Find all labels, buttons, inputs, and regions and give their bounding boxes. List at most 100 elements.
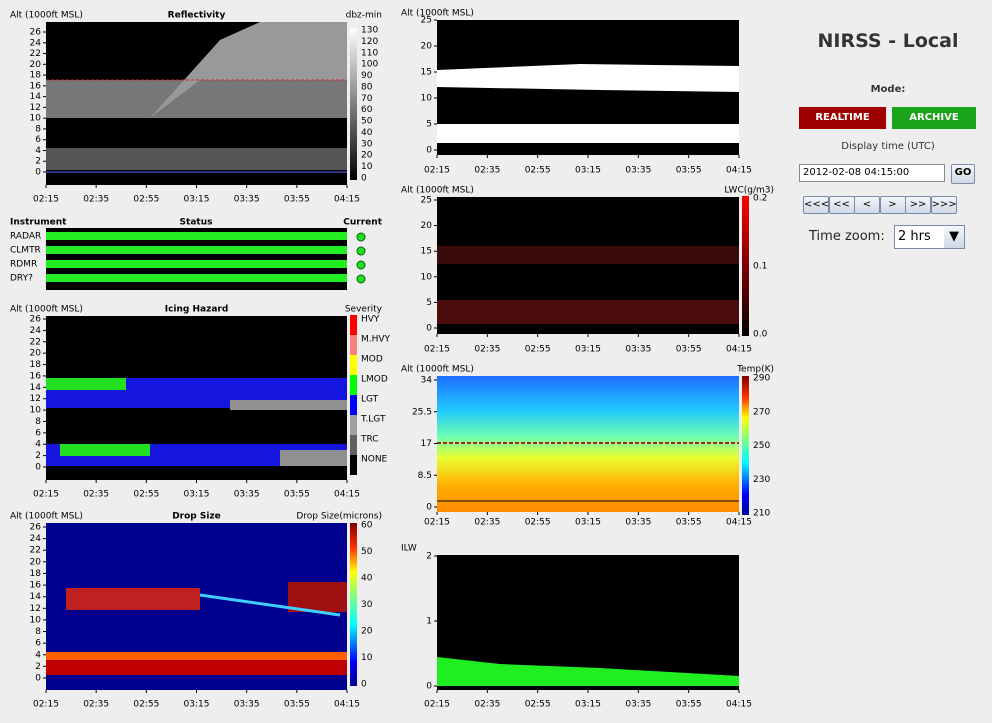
x-tick-label: 02:35 — [83, 195, 109, 205]
x-tick-label: 03:35 — [625, 166, 651, 176]
x-tick-label: 03:55 — [676, 345, 702, 355]
go-button[interactable]: GO — [951, 164, 975, 184]
y-tick-label: 22 — [30, 337, 41, 347]
status-bar — [46, 246, 347, 254]
x-tick-label: 04:15 — [726, 700, 752, 710]
y-tick-label: 10 — [421, 272, 433, 282]
nav-button[interactable]: >> — [905, 196, 931, 214]
colorbar-label: 50 — [361, 117, 373, 127]
colorbar-label: TRC — [360, 435, 379, 445]
colorbar-label: 130 — [361, 26, 378, 36]
x-tick-label: 02:35 — [474, 700, 500, 710]
mode-label: Mode: — [870, 84, 906, 95]
colorbar-label: 290 — [753, 374, 770, 384]
nav-button[interactable]: << — [828, 196, 855, 214]
colorbar-label: 50 — [361, 547, 373, 557]
colorbar-label: 250 — [753, 441, 770, 451]
y-tick-label: 24 — [30, 534, 42, 544]
panel-title: Icing Hazard — [165, 305, 229, 315]
x-tick-label: 03:15 — [575, 166, 601, 176]
colorbar-label: 60 — [361, 105, 373, 115]
y-axis-label: Alt (1000ft MSL) — [10, 512, 83, 522]
colorbar-label: LGT — [361, 395, 379, 405]
nav-button[interactable]: >>> — [930, 196, 957, 214]
status-light — [356, 274, 366, 284]
status-bar — [46, 274, 347, 282]
y-tick-label: 15 — [421, 68, 432, 78]
display-time-input[interactable]: 2012-02-08 04:15:00 — [799, 164, 945, 182]
y-tick-label: 18 — [30, 569, 42, 579]
echo — [46, 148, 347, 170]
colorbar-label: 0.0 — [753, 330, 768, 340]
colorbar-label: 30 — [361, 139, 373, 149]
y-tick-label: 12 — [30, 604, 41, 614]
x-tick-label: 04:15 — [334, 195, 360, 205]
y-tick-label: 10 — [421, 94, 433, 104]
colorbar-label: 10 — [361, 162, 373, 172]
y-tick-label: 4 — [35, 440, 41, 450]
y-tick-label: 16 — [30, 371, 42, 381]
x-tick-label: 02:35 — [474, 518, 500, 528]
y-tick-label: 2 — [35, 157, 41, 167]
colorbar-segment — [350, 415, 357, 435]
x-tick-label: 03:55 — [284, 490, 310, 500]
status-header: Status — [180, 218, 213, 228]
y-tick-label: 0 — [426, 324, 432, 334]
colorbar-label: 40 — [361, 574, 373, 584]
y-tick-label: 0 — [35, 674, 41, 684]
colorbar-label: HVY — [361, 315, 380, 325]
colorbar-label: 80 — [361, 82, 373, 92]
zoom-select[interactable]: 2 hrs ▼ — [894, 225, 965, 249]
colorbar-label: M.HVY — [361, 335, 391, 345]
instrument-name: RDMR — [10, 260, 37, 270]
colorbar-label: 0 — [361, 174, 367, 184]
colorbar-label: 90 — [361, 71, 373, 81]
y-tick-label: 22 — [30, 49, 41, 59]
archive-button[interactable]: ARCHIVE — [892, 107, 976, 129]
unit-label: Temp(K) — [736, 365, 774, 375]
y-tick-label: 25 — [421, 196, 432, 206]
x-tick-label: 02:15 — [33, 700, 59, 710]
colorbar — [350, 28, 357, 180]
panel-title: Drop Size — [172, 512, 221, 522]
x-tick-label: 03:35 — [234, 490, 260, 500]
y-tick-label: 5 — [426, 298, 432, 308]
dropdown-arrow[interactable]: ▼ — [944, 226, 964, 248]
status-header: Current — [343, 218, 382, 228]
colorbar-segment — [350, 455, 357, 475]
colorbar-label: 20 — [361, 151, 373, 161]
x-tick-label: 03:35 — [625, 345, 651, 355]
x-tick-label: 03:15 — [184, 700, 210, 710]
y-tick-label: 6 — [35, 135, 41, 145]
x-tick-label: 02:55 — [525, 518, 551, 528]
y-tick-label: 6 — [35, 639, 41, 649]
x-tick-label: 02:15 — [33, 195, 59, 205]
y-tick-label: 8 — [35, 417, 41, 427]
y-tick-label: 34 — [421, 376, 433, 386]
y-tick-label: 2 — [35, 662, 41, 672]
ilw-area — [437, 657, 739, 686]
x-tick-label: 02:15 — [424, 518, 450, 528]
x-tick-label: 02:55 — [133, 195, 159, 205]
colorbar-label: NONE — [361, 455, 388, 465]
x-tick-label: 02:35 — [474, 345, 500, 355]
x-tick-label: 03:15 — [575, 345, 601, 355]
nav-button[interactable]: <<< — [803, 196, 829, 214]
colorbar-label: 120 — [361, 37, 378, 47]
y-tick-label: 24 — [30, 326, 42, 336]
status-light — [356, 246, 366, 256]
y-tick-label: 24 — [30, 38, 42, 48]
y-axis-label: Alt (1000ft MSL) — [401, 186, 474, 196]
y-tick-label: 10 — [30, 114, 42, 124]
nav-button[interactable]: < — [854, 196, 880, 214]
x-tick-label: 03:55 — [284, 195, 310, 205]
x-tick-label: 02:15 — [424, 345, 450, 355]
y-tick-label: 20 — [30, 557, 42, 567]
lwc — [437, 300, 739, 324]
nav-button[interactable]: > — [879, 196, 906, 214]
instrument-name: RADAR — [10, 232, 41, 242]
realtime-button[interactable]: REALTIME — [799, 107, 886, 129]
y-tick-label: 12 — [30, 103, 41, 113]
colorbar-label: LMOD — [361, 375, 388, 385]
colorbar-segment — [350, 375, 357, 395]
